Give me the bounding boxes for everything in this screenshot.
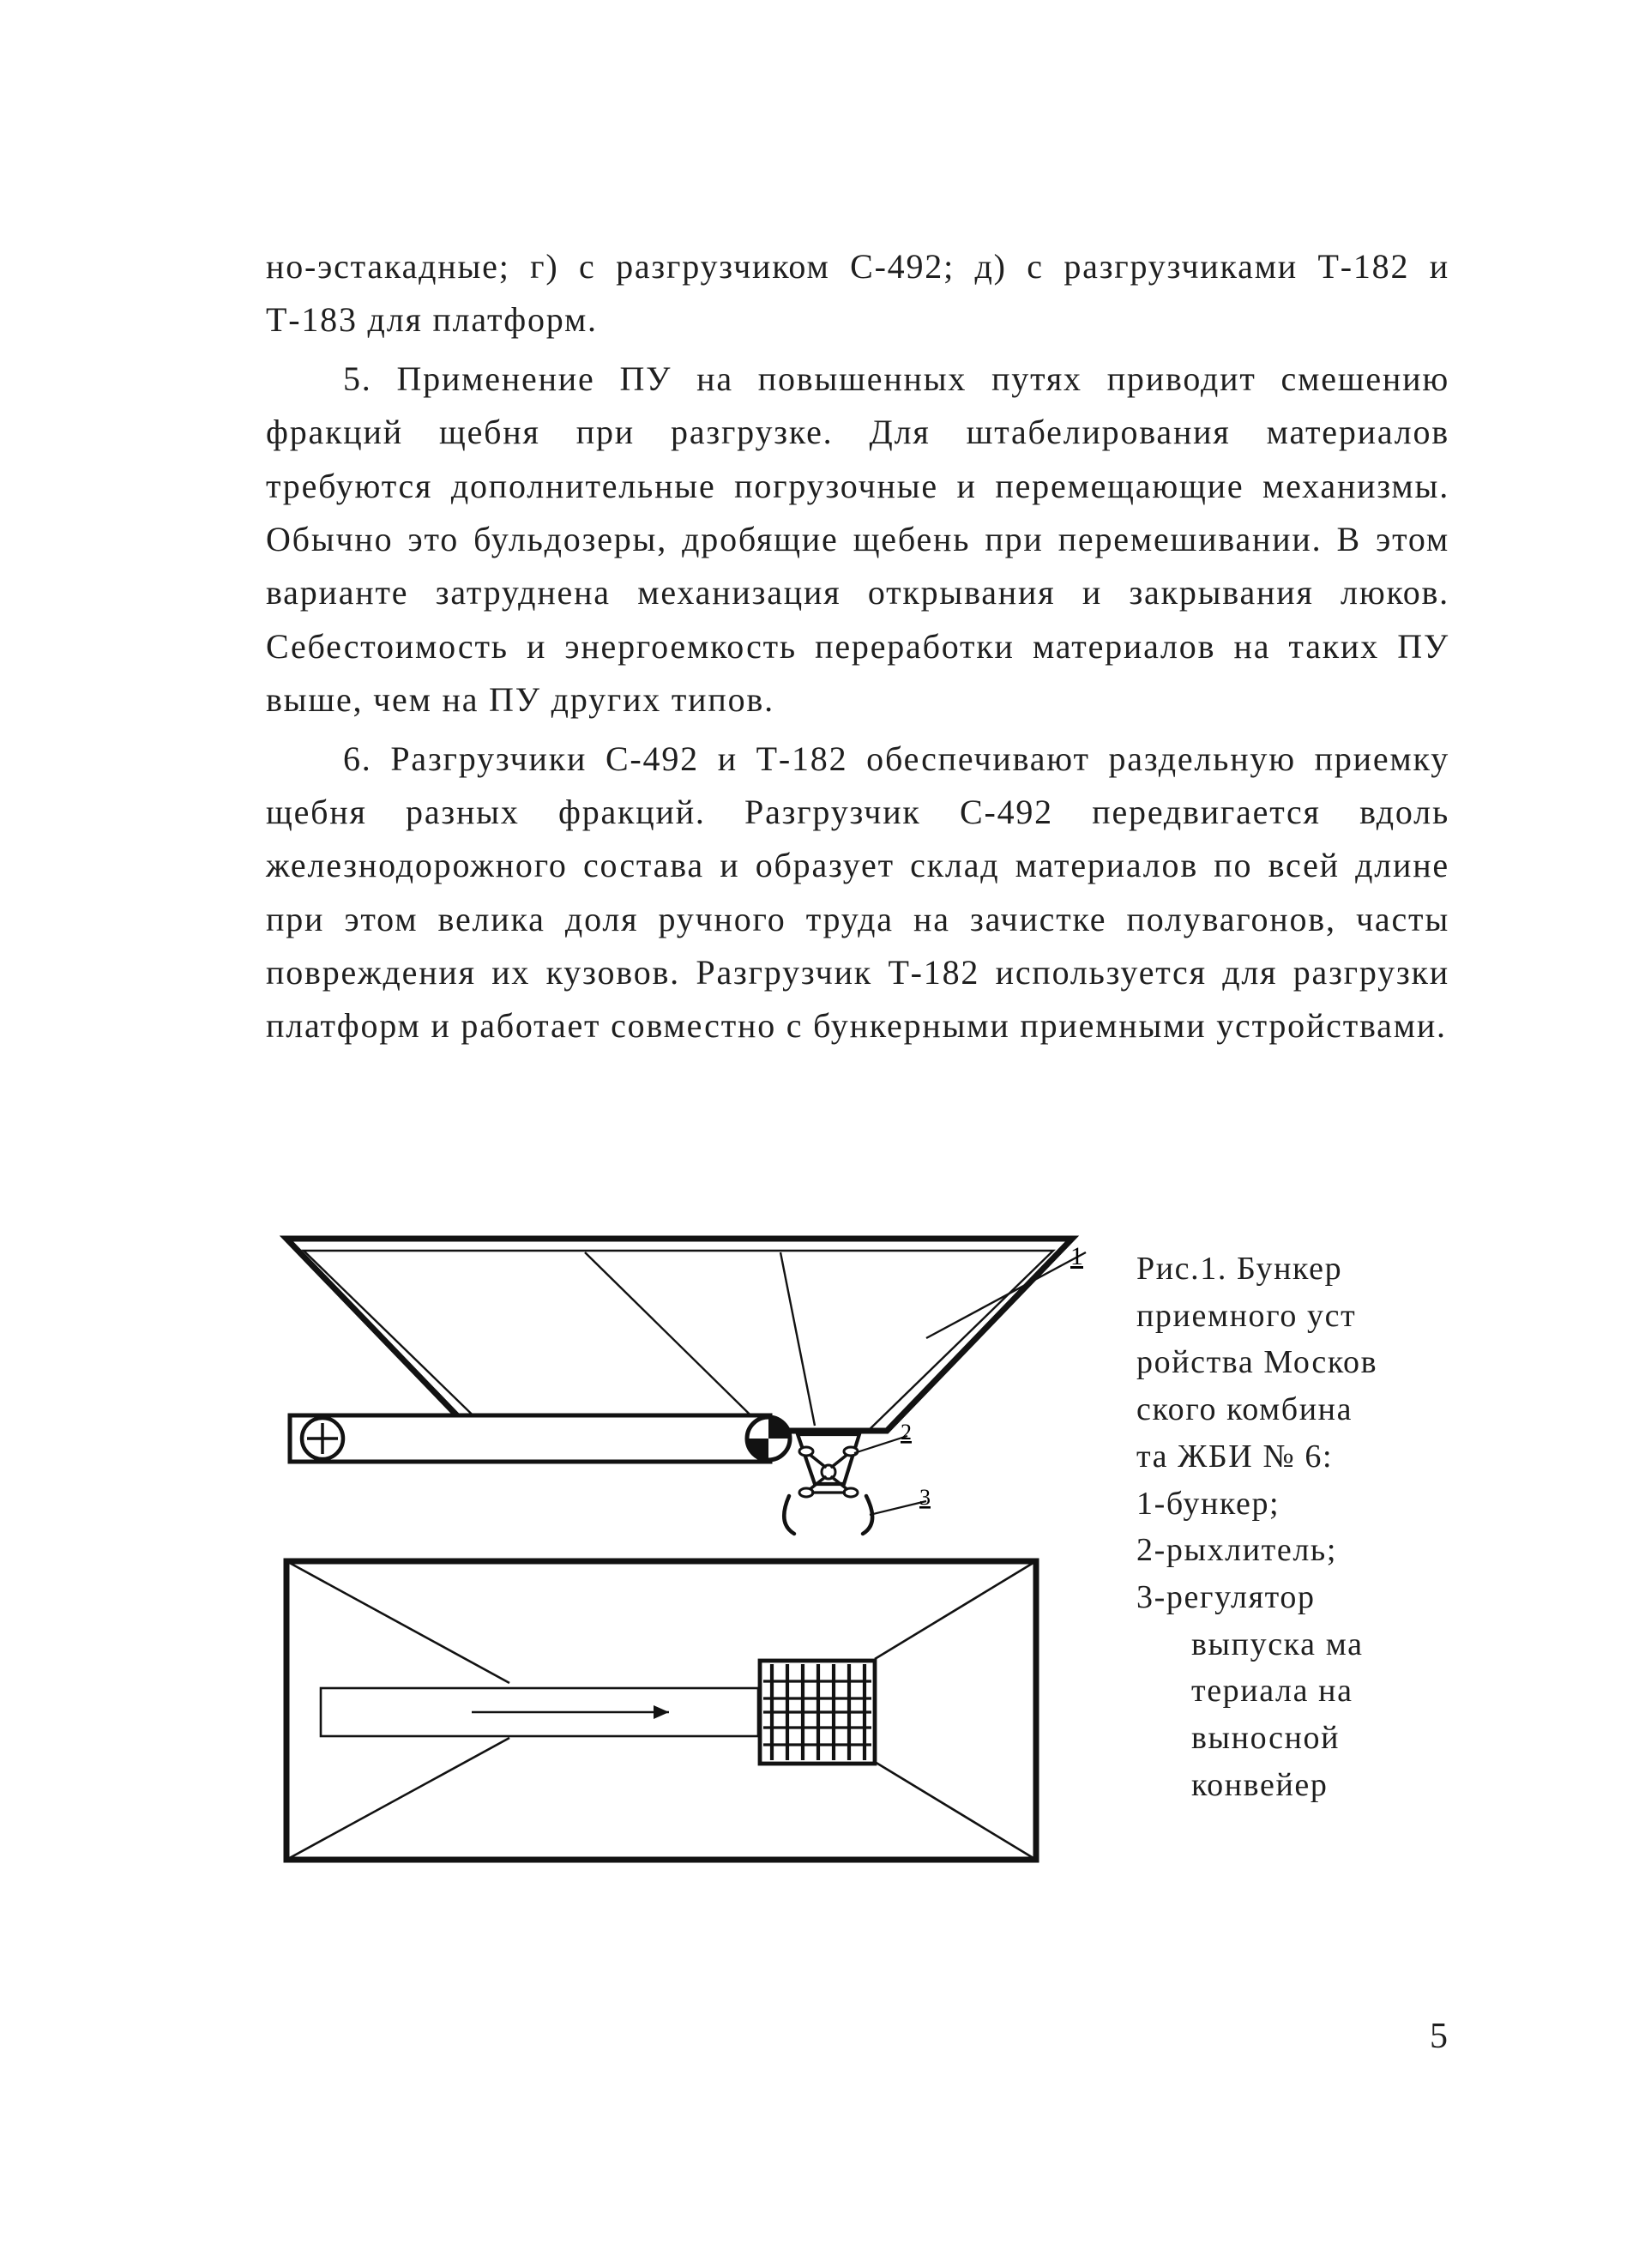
caption-line: ройства Москов­ (1136, 1339, 1454, 1386)
legend-line: 3-регулятор (1136, 1574, 1454, 1621)
callout-3: 3 (919, 1485, 931, 1510)
callout-1: 1 (1070, 1242, 1083, 1270)
paragraph-3: 6. Разгрузчики С-492 и Т-182 обеспечиваю… (266, 733, 1449, 1053)
caption-line: ского комбина­ (1136, 1386, 1454, 1433)
legend-line: териала на (1136, 1668, 1454, 1715)
bunker-diagram: 1 2 3 (266, 1218, 1106, 1879)
figure-caption: Рис.1. Бункер приемного уст­ ройства Мос… (1136, 1246, 1454, 1809)
legend-line: 2-рыхлитель; (1136, 1527, 1454, 1574)
legend-line: выносной (1136, 1715, 1454, 1762)
legend-line: конвейер (1136, 1762, 1454, 1809)
legend-line: 1-бункер; (1136, 1481, 1454, 1528)
page-number: 5 (1430, 2016, 1449, 2057)
paragraph-2: 5. Применение ПУ на повышенных путях при… (266, 353, 1449, 727)
caption-line: та ЖБИ № 6: (1136, 1433, 1454, 1481)
caption-line: приемного уст­ (1136, 1293, 1454, 1340)
legend-line: выпуска ма­ (1136, 1621, 1454, 1668)
caption-line: Рис.1. Бункер (1136, 1246, 1454, 1293)
figure-1: 1 2 3 (266, 1218, 1449, 1879)
callout-2: 2 (901, 1420, 912, 1445)
page-body: но-эстакадные; г) с разгрузчиком С-492; … (266, 240, 1449, 1059)
paragraph-1: но-эстакадные; г) с разгрузчиком С-492; … (266, 240, 1449, 347)
